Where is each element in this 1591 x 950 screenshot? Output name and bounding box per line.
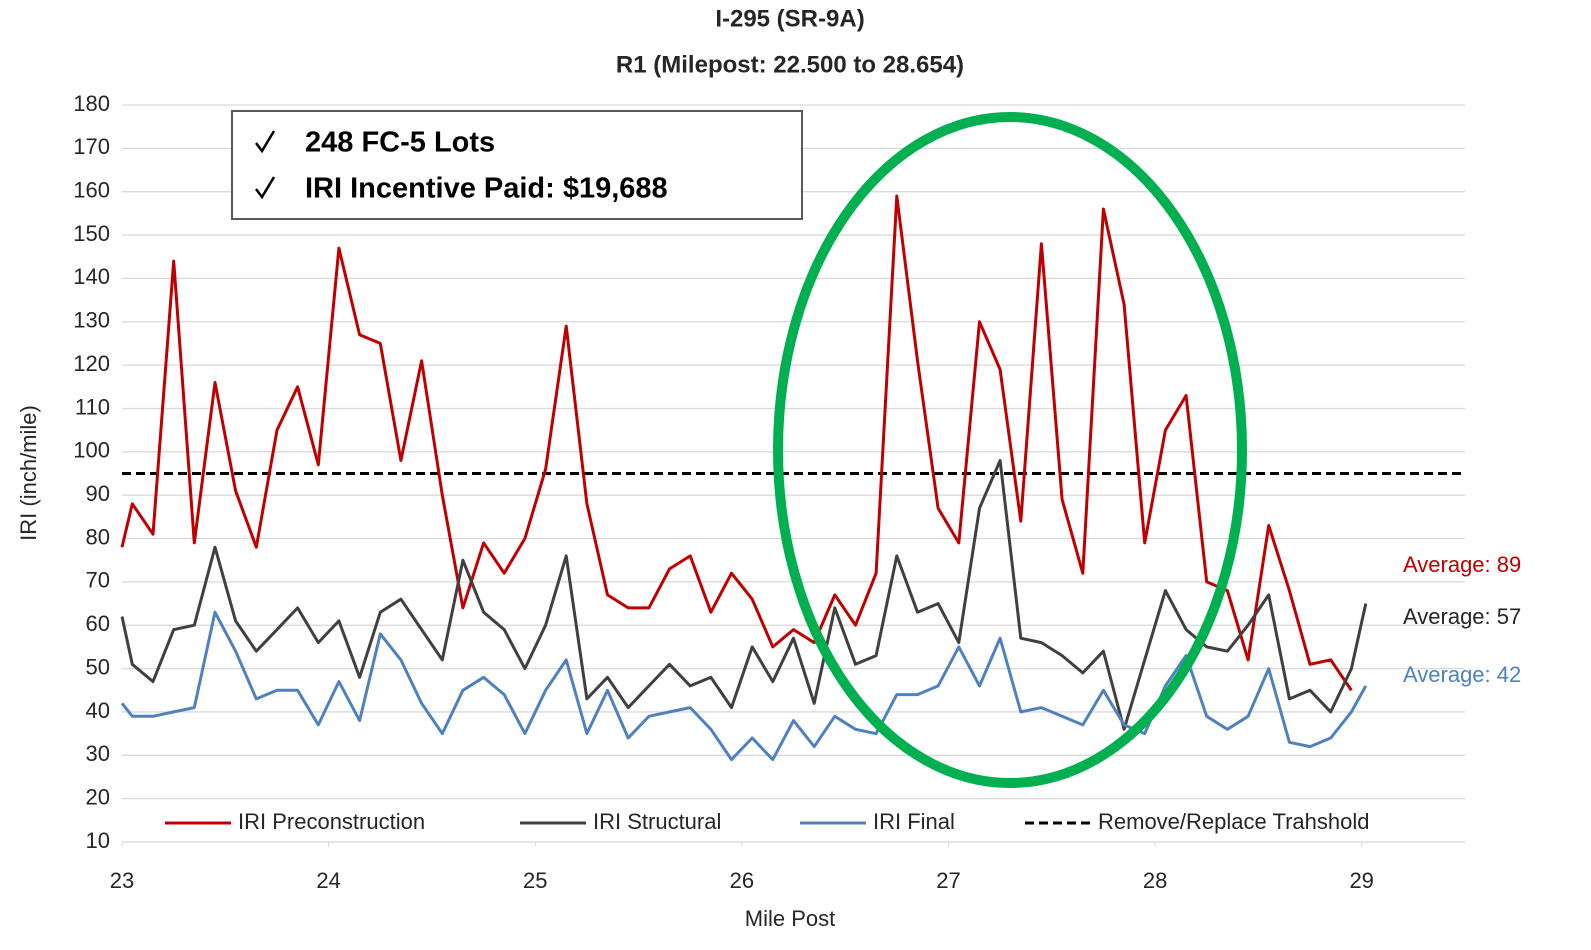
x-tick-label: 24 — [316, 868, 340, 893]
y-tick-label: 150 — [73, 221, 110, 246]
y-tick-label: 100 — [73, 438, 110, 463]
average-label: Average: 89 — [1403, 552, 1521, 577]
y-tick-label: 90 — [86, 481, 110, 506]
legend-label: Remove/Replace Trahshold — [1098, 809, 1369, 834]
legend-label: IRI Final — [873, 809, 955, 834]
series-line — [120, 459, 1368, 731]
y-tick-label: 140 — [73, 264, 110, 289]
box-item: 248 FC-5 Lots — [305, 127, 495, 159]
check-icon — [255, 176, 276, 200]
average-label: Average: 57 — [1403, 604, 1521, 629]
y-tick-label: 10 — [86, 828, 110, 853]
info-box — [231, 110, 803, 220]
y-tick-label: 70 — [86, 568, 110, 593]
y-tick-label: 40 — [86, 698, 110, 723]
y-tick-label: 30 — [86, 741, 110, 766]
y-tick-label: 50 — [86, 654, 110, 679]
plot-area — [120, 194, 1465, 762]
y-tick-label: 170 — [73, 134, 110, 159]
x-tick-label: 27 — [936, 868, 960, 893]
y-tick-label: 60 — [86, 611, 110, 636]
series-line — [120, 194, 1353, 692]
y-tick-label: 160 — [73, 178, 110, 203]
y-tick-label: 130 — [73, 308, 110, 333]
x-axis-title: Mile Post — [745, 906, 835, 931]
box-item: IRI Incentive Paid: $19,688 — [305, 173, 668, 205]
x-tick-label: 28 — [1143, 868, 1167, 893]
y-tick-label: 80 — [86, 524, 110, 549]
x-tick-label: 25 — [523, 868, 547, 893]
legend-label: IRI Preconstruction — [238, 809, 425, 834]
y-tick-label: 120 — [73, 351, 110, 376]
average-label: Average: 42 — [1403, 662, 1521, 687]
x-tick-label: 23 — [110, 868, 134, 893]
y-tick-label: 180 — [73, 91, 110, 116]
highlight-ellipse — [773, 112, 1247, 788]
y-axis-title: IRI (inch/mile) — [16, 405, 41, 541]
x-tick-label: 29 — [1349, 868, 1373, 893]
x-tick-label: 26 — [730, 868, 754, 893]
y-tick-label: 110 — [75, 394, 110, 419]
chart-subtitle: R1 (Milepost: 22.500 to 28.654) — [616, 51, 964, 78]
y-tick-label: 20 — [86, 784, 110, 809]
check-icon — [255, 130, 276, 154]
legend: IRI Preconstruction IRI Structural IRI Fin… — [165, 809, 1369, 834]
chart-title: I-295 (SR-9A) — [715, 5, 864, 32]
legend-label: IRI Structural — [593, 809, 721, 834]
